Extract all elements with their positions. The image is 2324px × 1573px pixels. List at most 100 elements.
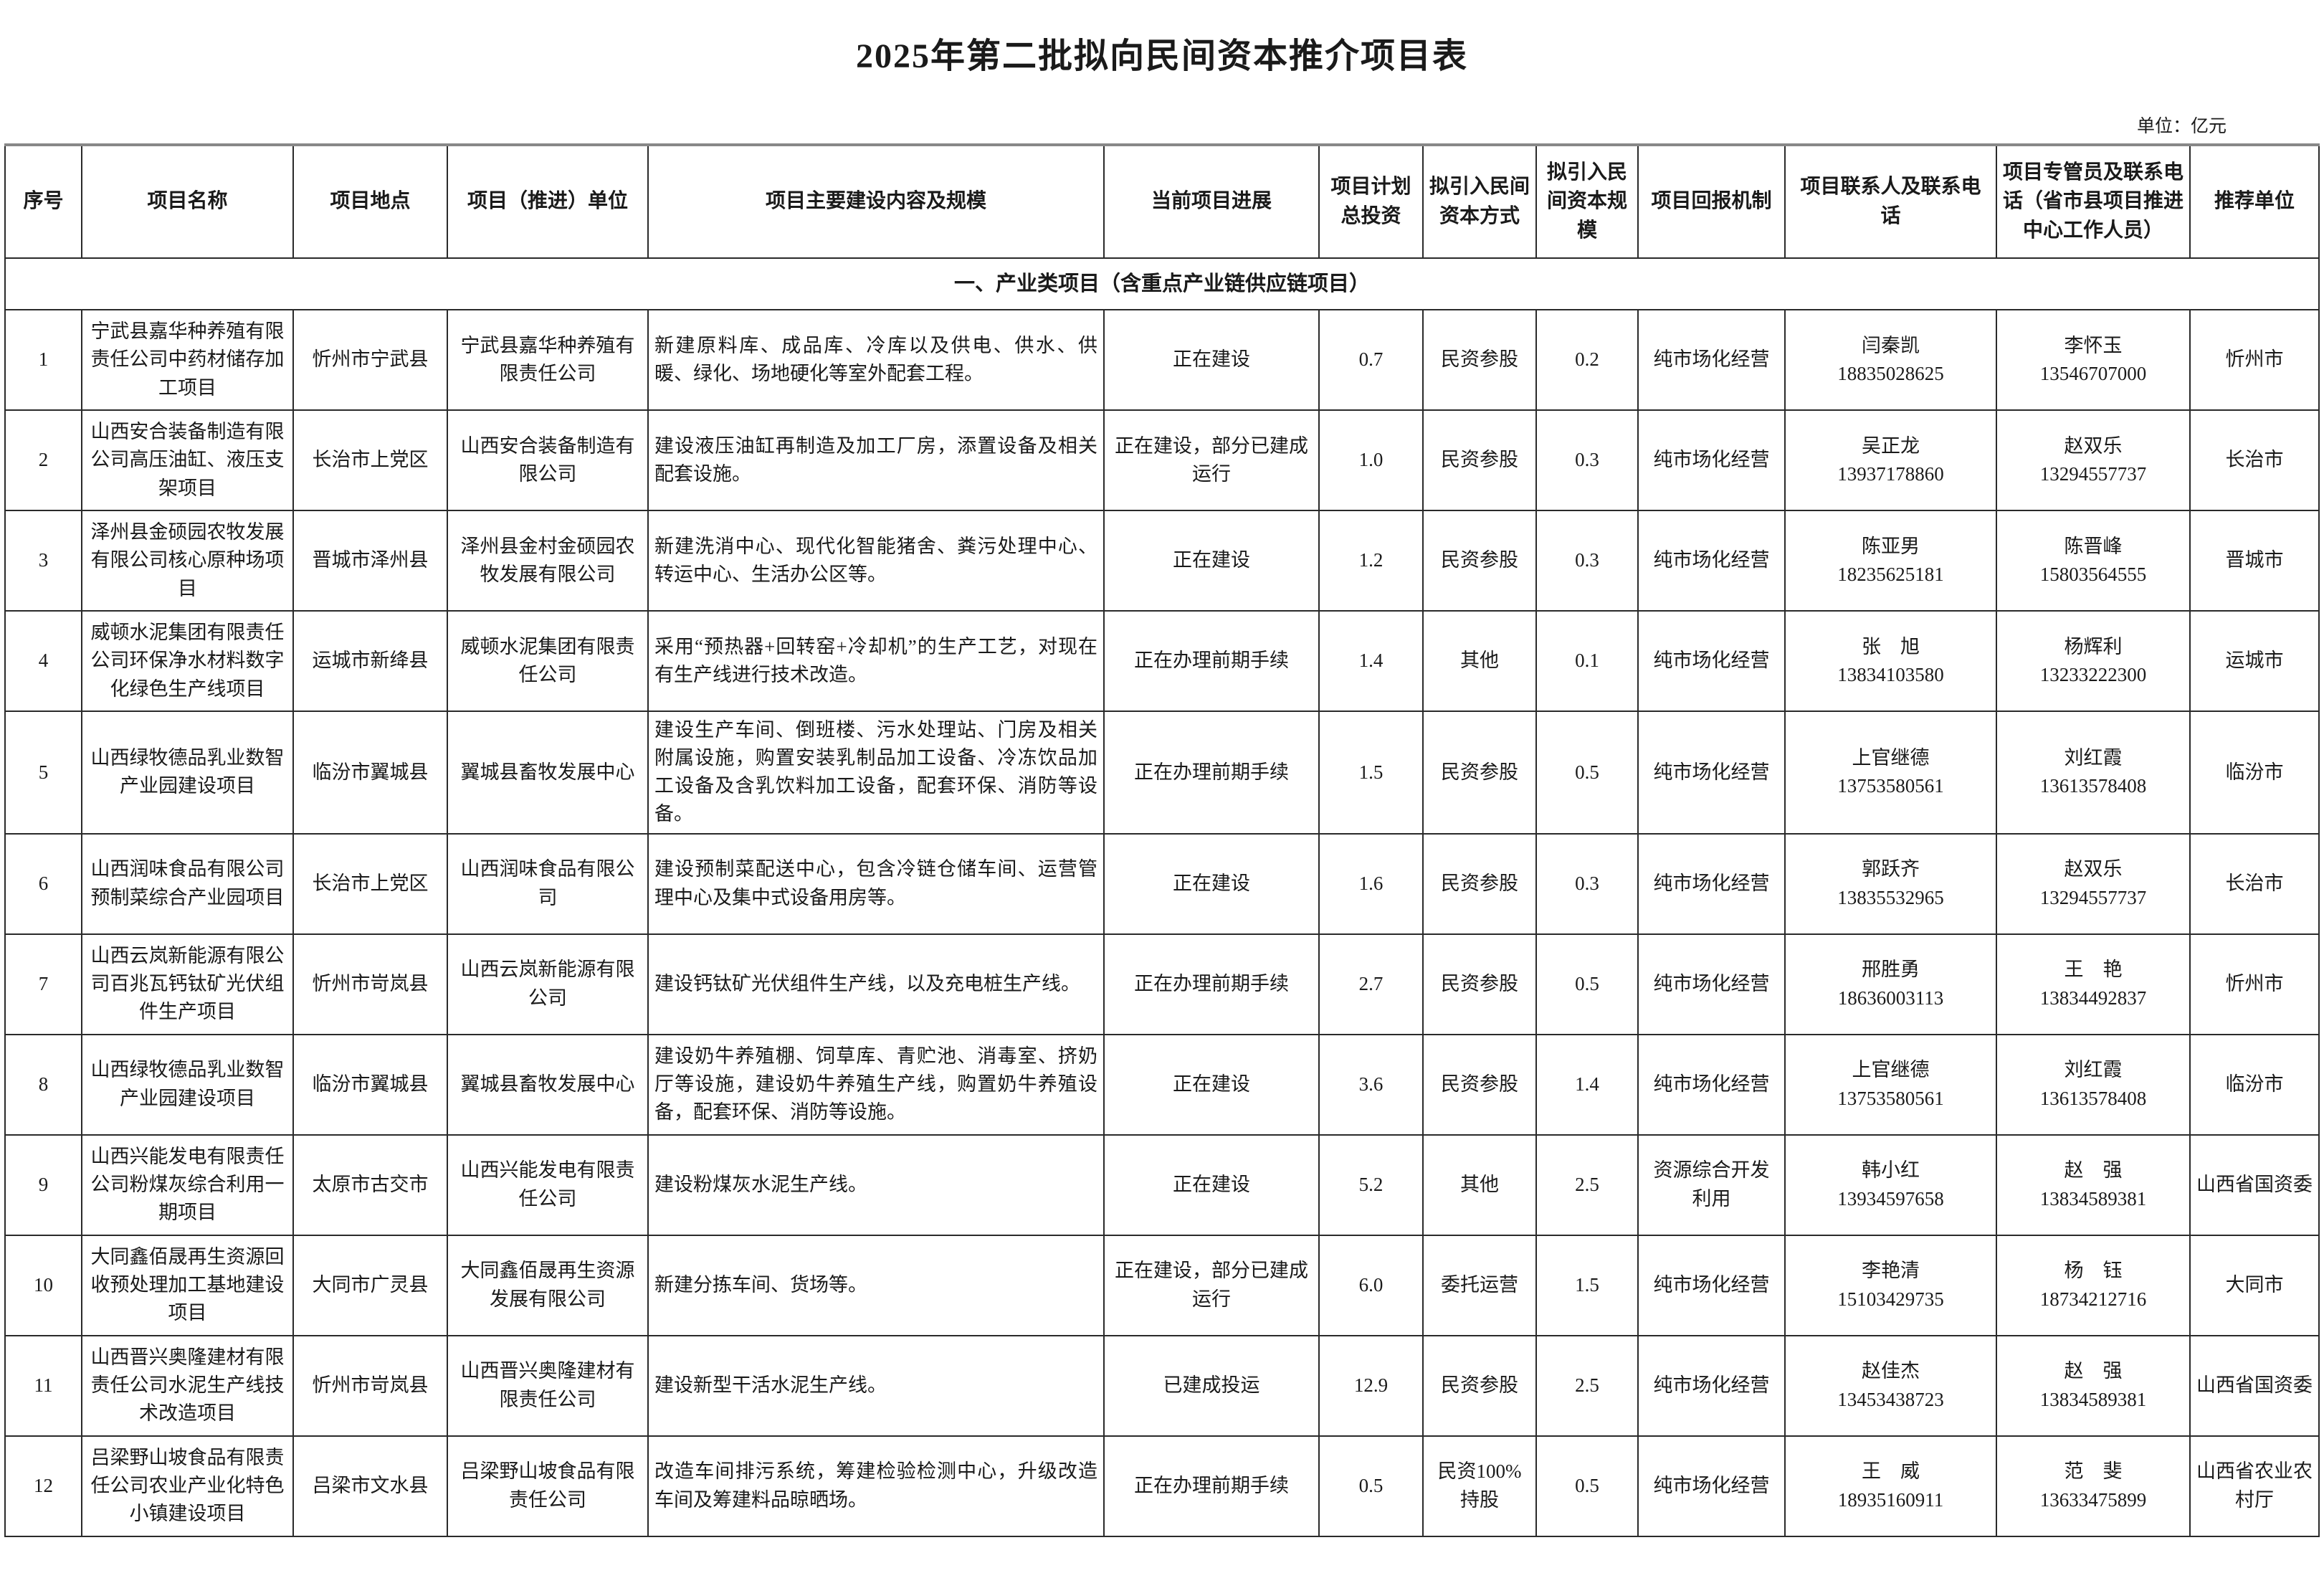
cell-capital-method: 民资参股 <box>1422 1033 1537 1136</box>
cell-capital-method: 民资参股 <box>1422 510 1537 612</box>
cell-location: 太原市古交市 <box>292 1134 448 1236</box>
table-row: 2 山西安合装备制造有限公司高压油缸、液压支架项目 长治市上党区 山西安合装备制… <box>4 409 2320 511</box>
cell-progress: 正在办理前期手续 <box>1103 610 1320 712</box>
cell-investment: 3.6 <box>1318 1033 1424 1136</box>
cell-no: 9 <box>4 1134 82 1236</box>
contact-name: 吴正龙 <box>1862 434 1920 457</box>
cell-return-mechanism: 纯市场化经营 <box>1637 832 1786 935</box>
document-page: 2025年第二批拟向民间资本推介项目表 单位：亿元 序号 项目名称 项目地点 项… <box>4 37 2320 1537</box>
cell-recommender: 运城市 <box>2189 610 2320 712</box>
cell-capital-scale: 0.5 <box>1535 1435 1639 1537</box>
cell-project-name: 山西润味食品有限公司预制菜综合产业园项目 <box>81 832 294 935</box>
cell-unit: 吕梁野山坡食品有限责任公司 <box>447 1435 649 1537</box>
manager-name: 范 斐 <box>2064 1460 2123 1483</box>
contact-name: 李艳清 <box>1862 1260 1920 1282</box>
cell-progress: 正在建设 <box>1103 1033 1320 1136</box>
cell-capital-method: 民资参股 <box>1422 832 1537 935</box>
cell-location: 运城市新绛县 <box>292 610 448 712</box>
column-header-return-mechanism: 项目回报机制 <box>1637 144 1786 259</box>
cell-location: 忻州市宁武县 <box>292 309 448 411</box>
manager-name: 王 艳 <box>2064 959 2123 981</box>
cell-project-name: 山西晋兴奥隆建材有限责任公司水泥生产线技术改造项目 <box>81 1334 294 1437</box>
cell-manager: 杨辉利 13233222300 <box>1996 610 2191 712</box>
cell-project-name: 吕梁野山坡食品有限责任公司农业产业化特色小镇建设项目 <box>81 1435 294 1537</box>
cell-manager: 赵双乐 13294557737 <box>1996 832 2191 935</box>
contact-phone: 13835532965 <box>1837 886 1944 908</box>
cell-recommender: 长治市 <box>2189 409 2320 511</box>
section-header-row: 一、产业类项目（含重点产业链供应链项目） <box>4 257 2320 310</box>
cell-capital-scale: 2.5 <box>1535 1134 1639 1236</box>
manager-name: 赵 强 <box>2064 1159 2123 1182</box>
cell-unit: 山西安合装备制造有限公司 <box>447 409 649 511</box>
manager-phone: 13834492837 <box>2039 987 2147 1009</box>
cell-manager: 赵 强 13834589381 <box>1996 1334 2191 1437</box>
cell-project-name: 泽州县金硕园农牧发展有限公司核心原种场项目 <box>81 510 294 612</box>
table-row: 11 山西晋兴奥隆建材有限责任公司水泥生产线技术改造项目 忻州市岢岚县 山西晋兴… <box>4 1334 2320 1437</box>
table-row: 9 山西兴能发电有限责任公司粉煤灰综合利用一期项目 太原市古交市 山西兴能发电有… <box>4 1134 2320 1236</box>
table-body: 一、产业类项目（含重点产业链供应链项目） 1 宁武县嘉华种养殖有限责任公司中药材… <box>4 257 2320 1537</box>
manager-name: 赵双乐 <box>2064 434 2123 457</box>
cell-capital-method: 其他 <box>1422 1134 1537 1236</box>
column-header-capital-scale: 拟引入民间资本规模 <box>1535 144 1639 259</box>
cell-project-name: 山西兴能发电有限责任公司粉煤灰综合利用一期项目 <box>81 1134 294 1236</box>
table-row: 1 宁武县嘉华种养殖有限责任公司中药材储存加工项目 忻州市宁武县 宁武县嘉华种养… <box>4 309 2320 411</box>
cell-content: 建设奶牛养殖棚、饲草库、青贮池、消毒室、挤奶厅等设施，建设奶牛养殖生产线，购置奶… <box>647 1033 1105 1136</box>
column-header-contact: 项目联系人及联系电话 <box>1784 144 1997 259</box>
cell-manager: 范 斐 13633475899 <box>1996 1435 2191 1537</box>
cell-manager: 杨 钰 18734212716 <box>1996 1234 2191 1336</box>
manager-phone: 13613578408 <box>2039 775 2147 797</box>
cell-content: 建设预制菜配送中心，包含冷链仓储车间、运营管理中心及集中式设备用房等。 <box>647 832 1105 935</box>
cell-manager: 刘红霞 13613578408 <box>1996 1033 2191 1136</box>
cell-recommender: 忻州市 <box>2189 309 2320 411</box>
contact-phone: 18935160911 <box>1837 1488 1944 1511</box>
cell-manager: 陈晋峰 15803564555 <box>1996 510 2191 612</box>
cell-progress: 正在办理前期手续 <box>1103 1435 1320 1537</box>
cell-investment: 0.7 <box>1318 309 1424 411</box>
cell-no: 12 <box>4 1435 82 1537</box>
cell-capital-scale: 0.5 <box>1535 933 1639 1035</box>
cell-location: 长治市上党区 <box>292 832 448 935</box>
contact-name: 上官继德 <box>1852 1059 1930 1081</box>
column-header-no: 序号 <box>4 144 82 259</box>
cell-capital-scale: 1.4 <box>1535 1033 1639 1136</box>
cell-return-mechanism: 纯市场化经营 <box>1637 933 1786 1035</box>
cell-investment: 5.2 <box>1318 1134 1424 1236</box>
cell-unit: 泽州县金村金硕园农牧发展有限公司 <box>447 510 649 612</box>
cell-unit: 大同鑫佰晟再生资源发展有限公司 <box>447 1234 649 1336</box>
cell-no: 7 <box>4 933 82 1035</box>
cell-return-mechanism: 纯市场化经营 <box>1637 1334 1786 1437</box>
contact-name: 赵佳杰 <box>1862 1360 1920 1382</box>
column-header-unit: 项目（推进）单位 <box>447 144 649 259</box>
cell-no: 5 <box>4 711 82 835</box>
manager-phone: 13834589381 <box>2039 1187 2147 1210</box>
cell-capital-method: 民资参股 <box>1422 409 1537 511</box>
contact-phone: 13453438723 <box>1837 1388 1944 1410</box>
contact-phone: 18835028625 <box>1837 363 1944 384</box>
cell-content: 建设生产车间、倒班楼、污水处理站、门房及相关附属设施，购置安装乳制品加工设备、冷… <box>647 711 1105 835</box>
cell-contact: 郭跃齐 13835532965 <box>1784 832 1997 935</box>
cell-return-mechanism: 纯市场化经营 <box>1637 1234 1786 1336</box>
cell-no: 3 <box>4 510 82 612</box>
cell-location: 忻州市岢岚县 <box>292 1334 448 1437</box>
cell-capital-method: 民资参股 <box>1422 1334 1537 1437</box>
cell-manager: 刘红霞 13613578408 <box>1996 711 2191 835</box>
cell-content: 建设液压油缸再制造及加工厂房，添置设备及相关配套设施。 <box>647 409 1105 511</box>
cell-location: 吕梁市文水县 <box>292 1435 448 1537</box>
cell-contact: 上官继德 13753580561 <box>1784 711 1997 835</box>
cell-no: 10 <box>4 1234 82 1336</box>
cell-return-mechanism: 纯市场化经营 <box>1637 510 1786 612</box>
cell-unit: 翼城县畜牧发展中心 <box>447 1033 649 1136</box>
cell-location: 临汾市翼城县 <box>292 1033 448 1136</box>
cell-return-mechanism: 纯市场化经营 <box>1637 1033 1786 1136</box>
unit-note: 单位：亿元 <box>2136 117 2227 136</box>
cell-unit: 山西晋兴奥隆建材有限责任公司 <box>447 1334 649 1437</box>
cell-content: 建设粉煤灰水泥生产线。 <box>647 1134 1105 1236</box>
column-header-project-name: 项目名称 <box>81 144 294 259</box>
cell-project-name: 大同鑫佰晟再生资源回收预处理加工基地建设项目 <box>81 1234 294 1336</box>
cell-capital-scale: 0.3 <box>1535 510 1639 612</box>
column-header-manager: 项目专管员及联系电话（省市县项目推进中心工作人员） <box>1996 144 2191 259</box>
cell-investment: 12.9 <box>1318 1334 1424 1437</box>
cell-progress: 已建成投运 <box>1103 1334 1320 1437</box>
column-header-location: 项目地点 <box>292 144 448 259</box>
cell-capital-scale: 0.3 <box>1535 409 1639 511</box>
